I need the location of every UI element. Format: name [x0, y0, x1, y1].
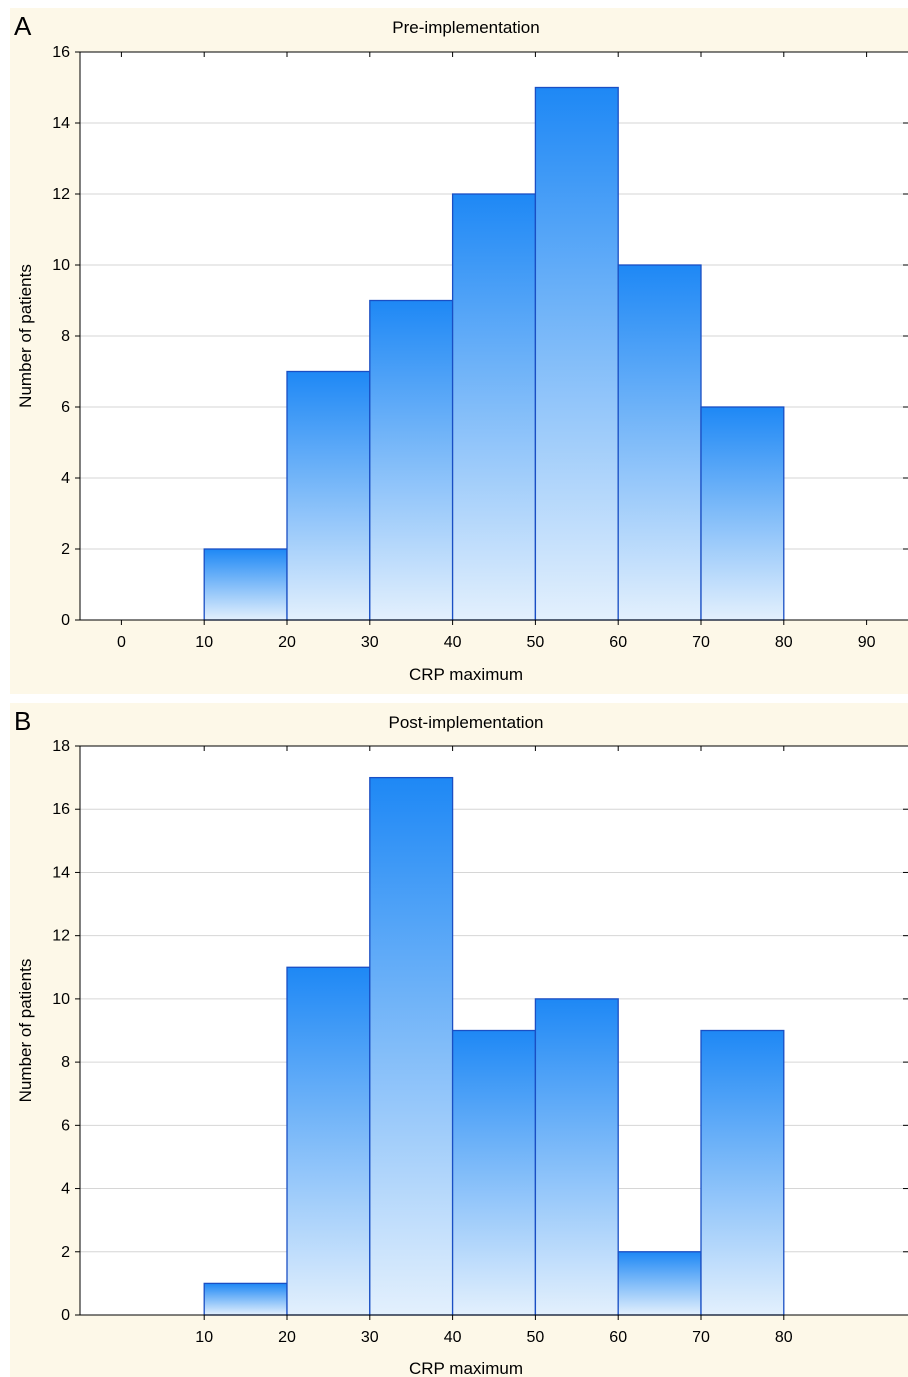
x-tick-label: 20 [278, 634, 296, 651]
histogram-bar [286, 966, 371, 1316]
y-tick-label: 4 [61, 470, 70, 487]
y-tick-label: 12 [52, 186, 70, 203]
histogram-bar [617, 1251, 702, 1316]
chart-title: Post-implementation [389, 713, 544, 732]
histogram-bar [451, 193, 537, 621]
histogram-bar [534, 998, 619, 1316]
panel-b: 0 2 4 6 8 10 12 14 16 18 10 20 30 40 50 60 70 80 B Post-imp… [10, 703, 908, 1377]
histogram-bar [203, 548, 288, 621]
y-axis-label: Number of patients [16, 264, 35, 408]
y-tick-label: 8 [61, 1054, 70, 1071]
y-tick-label: 2 [61, 541, 70, 558]
y-tick-label: 6 [61, 399, 70, 416]
x-tick-label: 60 [609, 634, 627, 651]
histogram-bar [203, 1282, 288, 1316]
histogram-bar [451, 1029, 537, 1316]
x-tick-label: 40 [444, 1329, 462, 1346]
y-tick-label: 10 [52, 257, 70, 274]
x-tick-label: 70 [692, 634, 710, 651]
x-tick-label: 40 [444, 634, 462, 651]
x-tick-label: 50 [527, 1329, 545, 1346]
histogram-bar [369, 299, 454, 621]
chart-title: Pre-implementation [392, 18, 539, 37]
y-tick-label: 16 [52, 44, 70, 61]
panel-label: B [14, 706, 31, 736]
y-tick-label: 4 [61, 1181, 70, 1198]
y-tick-label: 16 [52, 801, 70, 818]
y-tick-label: 2 [61, 1244, 70, 1261]
y-tick-label: 14 [52, 864, 70, 881]
y-tick-label: 12 [52, 928, 70, 945]
y-axis-label: Number of patients [16, 959, 35, 1103]
y-tick-label: 8 [61, 328, 70, 345]
x-tick-label: 10 [195, 634, 213, 651]
histogram-bar [369, 776, 454, 1316]
y-tick-label: 10 [52, 991, 70, 1008]
x-tick-label: 80 [775, 634, 793, 651]
y-tick-label: 14 [52, 115, 70, 132]
x-tick-label: 10 [195, 1329, 213, 1346]
histogram-bar [534, 86, 619, 621]
x-tick-label: 0 [117, 634, 126, 651]
y-tick-label: 18 [52, 738, 70, 755]
x-tick-label: 80 [775, 1329, 793, 1346]
x-tick-label: 60 [609, 1329, 627, 1346]
histogram-bar [700, 1029, 785, 1316]
panel-a: 0 2 4 6 8 10 12 14 16 0 10 20 30 40 50 60 70 80 90 A Pre-imp… [10, 8, 908, 694]
y-tick-label: 0 [61, 612, 70, 629]
histogram-bar [286, 370, 371, 621]
panel-label: A [14, 11, 32, 41]
x-tick-label: 90 [858, 634, 876, 651]
x-tick-label: 50 [527, 634, 545, 651]
x-tick-label: 30 [361, 634, 379, 651]
x-axis-label: CRP maximum [409, 1359, 523, 1377]
x-tick-label: 70 [692, 1329, 710, 1346]
x-tick-label: 30 [361, 1329, 379, 1346]
x-tick-label: 20 [278, 1329, 296, 1346]
histogram-bar [700, 406, 785, 621]
y-tick-label: 0 [61, 1307, 70, 1324]
x-axis-label: CRP maximum [409, 665, 523, 684]
y-tick-label: 6 [61, 1117, 70, 1134]
histogram-bar [617, 264, 702, 621]
